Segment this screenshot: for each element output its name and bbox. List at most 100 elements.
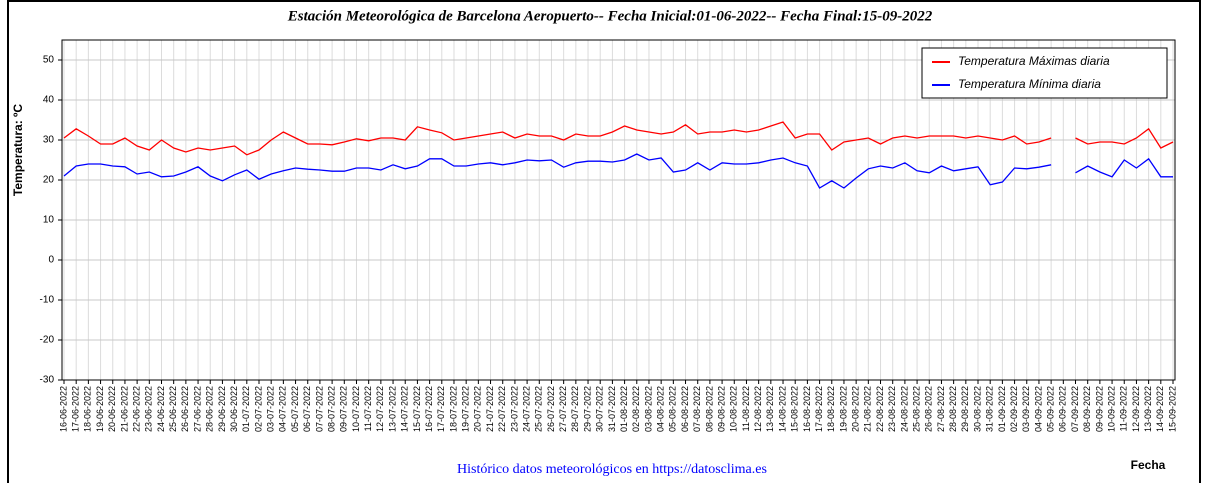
y-tick-label: 50 bbox=[43, 55, 55, 66]
y-tick-label: 20 bbox=[43, 175, 55, 186]
y-axis-label: Temperatura: ºC bbox=[11, 104, 25, 197]
x-tick-label: 28-07-2022 bbox=[570, 386, 580, 432]
x-tick-label: 24-08-2022 bbox=[899, 386, 909, 432]
x-tick-label: 19-07-2022 bbox=[461, 386, 471, 432]
x-tick-label: 18-08-2022 bbox=[826, 386, 836, 432]
x-tick-label: 11-08-2022 bbox=[741, 386, 751, 431]
y-tick-label: 0 bbox=[48, 255, 54, 266]
x-axis-label: Fecha bbox=[1131, 458, 1166, 472]
x-tick-label: 20-08-2022 bbox=[851, 386, 861, 432]
x-tick-label: 13-08-2022 bbox=[765, 386, 775, 432]
x-tick-label: 13-07-2022 bbox=[387, 386, 397, 432]
y-tick-label: -10 bbox=[40, 295, 55, 306]
x-tick-label: 01-08-2022 bbox=[619, 386, 629, 432]
x-tick-label: 27-06-2022 bbox=[192, 386, 202, 432]
x-tick-label: 16-07-2022 bbox=[424, 386, 434, 432]
x-tick-label: 21-08-2022 bbox=[863, 386, 873, 432]
x-tick-label: 23-08-2022 bbox=[887, 386, 897, 432]
x-tick-label: 07-07-2022 bbox=[314, 386, 324, 432]
x-tick-label: 11-07-2022 bbox=[363, 386, 373, 431]
x-tick-label: 04-08-2022 bbox=[656, 386, 666, 432]
x-tick-label: 26-08-2022 bbox=[924, 386, 934, 432]
x-tick-label: 02-07-2022 bbox=[253, 386, 263, 432]
x-tick-label: 09-08-2022 bbox=[716, 386, 726, 432]
x-tick-label: 16-06-2022 bbox=[58, 386, 68, 432]
x-tick-label: 25-08-2022 bbox=[911, 386, 921, 432]
x-tick-label: 14-07-2022 bbox=[400, 386, 410, 432]
x-tick-label: 26-07-2022 bbox=[546, 386, 556, 432]
x-tick-label: 10-07-2022 bbox=[351, 386, 361, 432]
y-tick-label: 10 bbox=[43, 215, 55, 226]
x-tick-label: 06-09-2022 bbox=[1058, 386, 1068, 432]
x-tick-label: 14-09-2022 bbox=[1155, 386, 1165, 432]
x-tick-label: 08-07-2022 bbox=[326, 386, 336, 432]
x-tick-label: 03-07-2022 bbox=[266, 386, 276, 432]
x-tick-label: 30-06-2022 bbox=[229, 386, 239, 432]
x-tick-label: 29-07-2022 bbox=[582, 386, 592, 432]
x-tick-label: 08-08-2022 bbox=[704, 386, 714, 432]
x-tick-label: 08-09-2022 bbox=[1082, 386, 1092, 432]
x-tick-label: 24-07-2022 bbox=[521, 386, 531, 432]
x-tick-label: 01-07-2022 bbox=[241, 386, 251, 432]
x-tick-label: 28-08-2022 bbox=[948, 386, 958, 432]
x-tick-label: 22-07-2022 bbox=[497, 386, 507, 432]
x-tick-label: 12-08-2022 bbox=[753, 386, 763, 432]
y-tick-label: -20 bbox=[40, 335, 55, 346]
x-tick-label: 25-07-2022 bbox=[534, 386, 544, 432]
x-tick-label: 19-08-2022 bbox=[838, 386, 848, 432]
x-tick-label: 10-09-2022 bbox=[1106, 386, 1116, 432]
x-tick-label: 09-07-2022 bbox=[339, 386, 349, 432]
x-tick-label: 03-08-2022 bbox=[643, 386, 653, 432]
x-tick-label: 07-08-2022 bbox=[692, 386, 702, 432]
x-tick-label: 23-07-2022 bbox=[509, 386, 519, 432]
x-tick-label: 23-06-2022 bbox=[144, 386, 154, 432]
x-tick-label: 29-08-2022 bbox=[960, 386, 970, 432]
x-tick-label: 06-08-2022 bbox=[680, 386, 690, 432]
legend-label: Temperatura Máximas diaria bbox=[958, 54, 1110, 68]
x-tick-label: 10-08-2022 bbox=[729, 386, 739, 432]
x-tick-label: 18-07-2022 bbox=[448, 386, 458, 432]
x-tick-label: 12-07-2022 bbox=[375, 386, 385, 432]
x-tick-label: 17-08-2022 bbox=[814, 386, 824, 432]
x-tick-label: 05-09-2022 bbox=[1046, 386, 1056, 432]
x-tick-label: 25-06-2022 bbox=[168, 386, 178, 432]
x-tick-label: 17-07-2022 bbox=[436, 386, 446, 432]
x-tick-label: 20-07-2022 bbox=[473, 386, 483, 432]
x-tick-label: 27-08-2022 bbox=[936, 386, 946, 432]
x-tick-label: 24-06-2022 bbox=[156, 386, 166, 432]
x-tick-label: 02-08-2022 bbox=[631, 386, 641, 432]
x-tick-label: 06-07-2022 bbox=[302, 386, 312, 432]
x-tick-label: 20-06-2022 bbox=[107, 386, 117, 432]
x-tick-label: 07-09-2022 bbox=[1070, 386, 1080, 432]
y-tick-label: -30 bbox=[40, 375, 55, 386]
x-tick-label: 31-07-2022 bbox=[607, 386, 617, 432]
x-tick-label: 01-09-2022 bbox=[997, 386, 1007, 432]
x-tick-label: 02-09-2022 bbox=[1009, 386, 1019, 432]
x-tick-label: 17-06-2022 bbox=[71, 386, 81, 432]
y-tick-label: 30 bbox=[43, 135, 55, 146]
x-tick-label: 11-09-2022 bbox=[1119, 386, 1129, 431]
x-tick-label: 15-08-2022 bbox=[790, 386, 800, 432]
x-tick-label: 16-08-2022 bbox=[802, 386, 812, 432]
x-tick-label: 22-06-2022 bbox=[131, 386, 141, 432]
x-tick-label: 22-08-2022 bbox=[875, 386, 885, 432]
footer: Histórico datos meteorológicos en https:… bbox=[457, 462, 767, 477]
x-tick-label: 09-09-2022 bbox=[1094, 386, 1104, 432]
x-tick-label: 18-06-2022 bbox=[83, 386, 93, 432]
x-tick-label: 19-06-2022 bbox=[95, 386, 105, 432]
x-tick-label: 26-06-2022 bbox=[180, 386, 190, 432]
y-tick-label: 40 bbox=[43, 95, 55, 106]
x-tick-label: 04-07-2022 bbox=[278, 386, 288, 432]
x-tick-label: 13-09-2022 bbox=[1143, 386, 1153, 432]
x-tick-label: 27-07-2022 bbox=[558, 386, 568, 432]
chart-title: Estación Meteorológica de Barcelona Aero… bbox=[287, 8, 933, 24]
legend-box bbox=[921, 47, 1168, 99]
series-line bbox=[63, 153, 1173, 189]
x-tick-label: 29-06-2022 bbox=[217, 386, 227, 432]
x-tick-label: 15-09-2022 bbox=[1167, 386, 1177, 432]
series-line bbox=[63, 121, 1174, 156]
plot-border bbox=[61, 39, 1176, 381]
x-tick-label: 21-06-2022 bbox=[119, 386, 129, 432]
x-tick-label: 21-07-2022 bbox=[485, 386, 495, 432]
